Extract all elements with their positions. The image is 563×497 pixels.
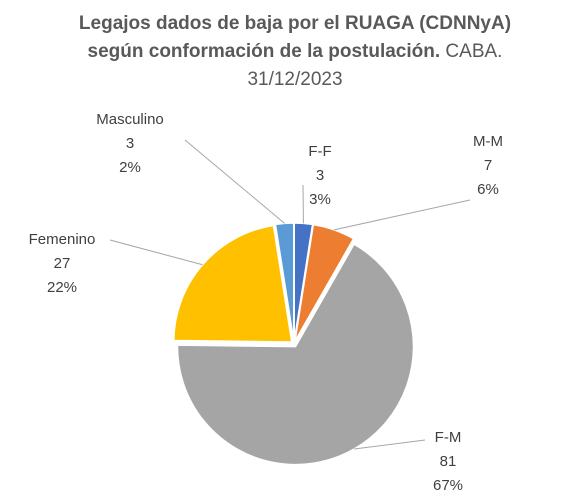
pie-slice — [176, 243, 415, 466]
slice-value: 7 — [484, 157, 492, 174]
slice-value: 81 — [440, 453, 457, 470]
slice-category: F-F — [308, 143, 331, 160]
leader-line — [184, 139, 285, 224]
title-rest: CABA. 31/12/2023 — [247, 41, 503, 90]
slice-value: 3 — [126, 135, 134, 152]
chart-title: Legajos dados de baja por el RUAGA (CDNN… — [60, 10, 530, 94]
slice-category: M-M — [473, 133, 503, 150]
slice-value: 27 — [54, 255, 71, 272]
slice-percent: 22% — [47, 279, 77, 296]
slice-percent: 6% — [477, 181, 499, 198]
pie-slice — [294, 223, 355, 342]
leader-line — [353, 439, 426, 450]
leader-line — [333, 199, 471, 231]
slice-category: F-M — [435, 429, 462, 446]
slice-category: Masculino — [96, 111, 164, 128]
title-bold: Legajos dados de baja por el RUAGA (CDNN… — [78, 13, 512, 62]
pie-slice — [274, 222, 295, 342]
slice-value: 3 — [316, 167, 324, 184]
slice-percent: 2% — [119, 159, 141, 176]
slice-percent: 3% — [309, 191, 331, 208]
leader-line — [109, 239, 203, 266]
slice-percent: 67% — [433, 477, 463, 494]
pie-slice — [172, 224, 293, 343]
slice-category: Femenino — [29, 231, 96, 248]
